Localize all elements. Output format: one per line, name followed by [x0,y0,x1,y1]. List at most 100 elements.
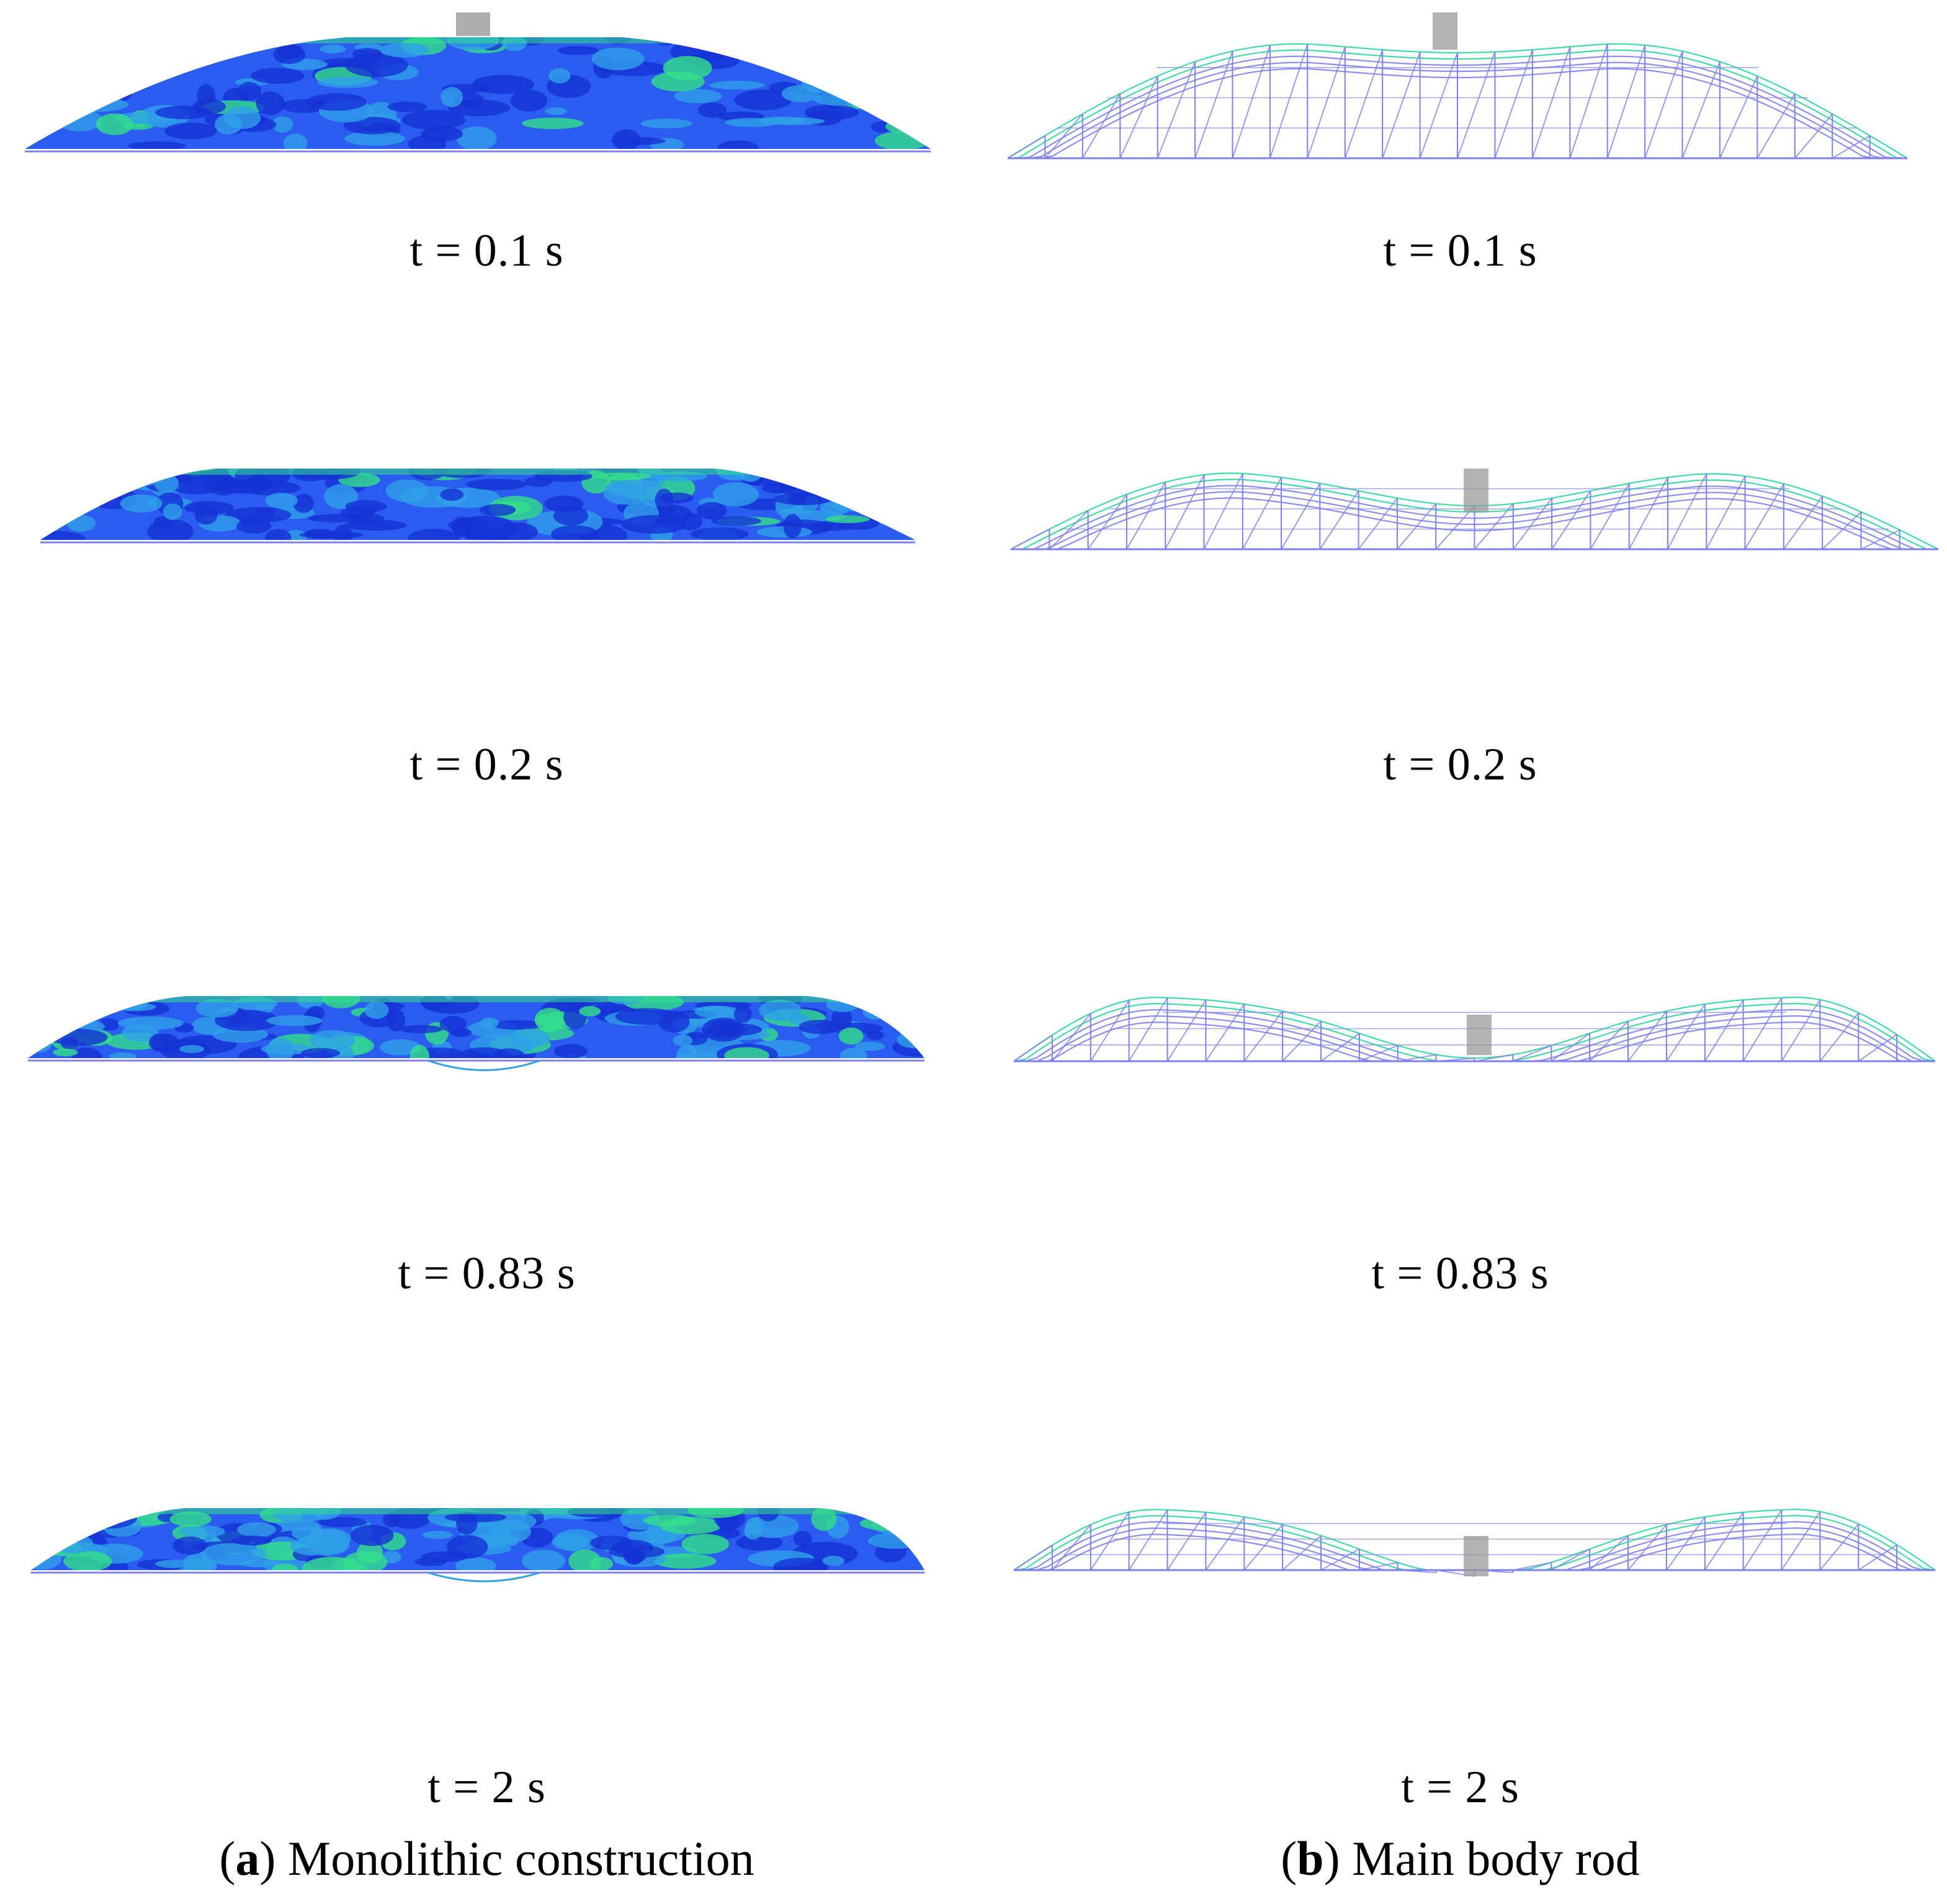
contour-blob [826,997,859,1012]
contour-blob [333,524,352,540]
contour-blob [31,1547,62,1570]
diagonal-member [1382,52,1421,159]
contour-blob [40,497,66,508]
contour-blob [887,37,931,50]
contour-blob [387,101,427,112]
diagonal-member [1781,1511,1821,1571]
contour-blob [869,66,911,81]
contour-blob [300,1048,341,1058]
contour-blob [94,1512,125,1520]
contour-blob [51,1534,94,1554]
contour-blob [223,107,261,129]
panel-a: t = 0.1 s t = 0.2 s t = 0.83 s t = 2 s (… [25,12,931,1885]
contour-blob [822,1555,844,1566]
contour-blob [109,1052,137,1058]
contour-blob [783,514,802,539]
contour-blob [551,525,599,540]
contour-blob [51,469,95,478]
contour-blob [283,133,308,149]
time-label: t = 2 s [1401,1762,1520,1813]
diagonal-member [1203,473,1243,550]
contour-blob [379,1039,421,1056]
contour-blob [831,498,887,512]
contour-blob [915,37,931,48]
contour-blob [193,99,226,114]
contour-blob [273,45,306,65]
contour-blob [66,514,96,532]
diagonal-member [1589,1020,1629,1062]
diagonal-member [1090,1000,1130,1062]
contour-blob [154,1560,195,1568]
contour-blob [897,1031,924,1049]
contour-blob [237,1522,276,1537]
contour-blob [773,1558,829,1570]
contour-blob [815,71,844,80]
diagonal-member [1082,93,1121,159]
contour-blob [847,482,893,502]
contour-blob [898,80,931,96]
contour-blob [885,120,915,133]
time-label: t = 0.83 s [398,1248,576,1299]
diagonal-member [1832,135,1871,159]
diagonal-member [1194,51,1233,159]
contour-blob [317,76,378,88]
diagonal-member [1359,1044,1399,1062]
top-edge-highlight [25,37,931,43]
contour-blob [265,529,292,540]
time-label: t = 0.2 s [410,739,564,790]
contour-blob [25,92,74,102]
contour-blob [480,1017,499,1028]
diagonal-member [1569,43,1608,159]
contour-blob [524,477,552,487]
contour-blob [154,40,188,56]
diagonal-member [1627,1010,1667,1062]
contour-blob [238,82,261,101]
contour-blob [261,1043,313,1055]
diagonal-member [1282,1020,1322,1062]
contour-blob [849,475,878,483]
contour-blob [579,1006,601,1017]
contour-blob [510,89,548,112]
contour-blob [293,493,314,513]
contour-blob [660,492,694,503]
contour-blob [553,1044,588,1058]
diagonal-member [1551,490,1591,550]
contour-blob [117,40,176,61]
diagonal-member [1243,1010,1283,1062]
diagonal-member [1494,49,1533,159]
contour-blob [344,53,408,78]
contour-blob [49,1028,108,1046]
contour-blob [725,118,777,127]
contour-blob [555,1529,599,1552]
contour-blob [663,56,712,81]
contour-blob [717,140,759,149]
diagonal-member [1269,43,1309,159]
contour-blob [724,1047,769,1058]
contour-blob [272,116,293,133]
contour-blob [591,47,645,71]
diagonal-member [1358,498,1398,550]
diagonal-member [1794,113,1833,159]
contour-blob [603,483,649,505]
contour-blob [804,104,859,120]
diagonal-member [1819,1524,1859,1571]
diagonal-member [1281,483,1321,550]
diagonal-member [1819,1012,1860,1062]
diagonal-member [1860,529,1900,550]
sag-region [427,1059,540,1071]
diagonal-member [1858,1544,1897,1571]
panel-letter: a [235,1831,260,1885]
truss-frame-2 [974,441,1947,627]
time-label: t = 0.2 s [1383,739,1537,790]
contour-blob [440,488,464,501]
contour-blob [235,469,291,488]
contour-blob [164,122,217,140]
contour-blob [195,999,239,1018]
panel-caption-a: (a) Monolithic construction [219,1831,754,1885]
diagonal-member [1166,1512,1207,1571]
contour-blob [813,92,869,106]
diagonal-member [1052,1013,1091,1062]
contour-blob [544,495,584,513]
contour-blob [452,515,517,540]
contour-blob [880,1515,924,1524]
